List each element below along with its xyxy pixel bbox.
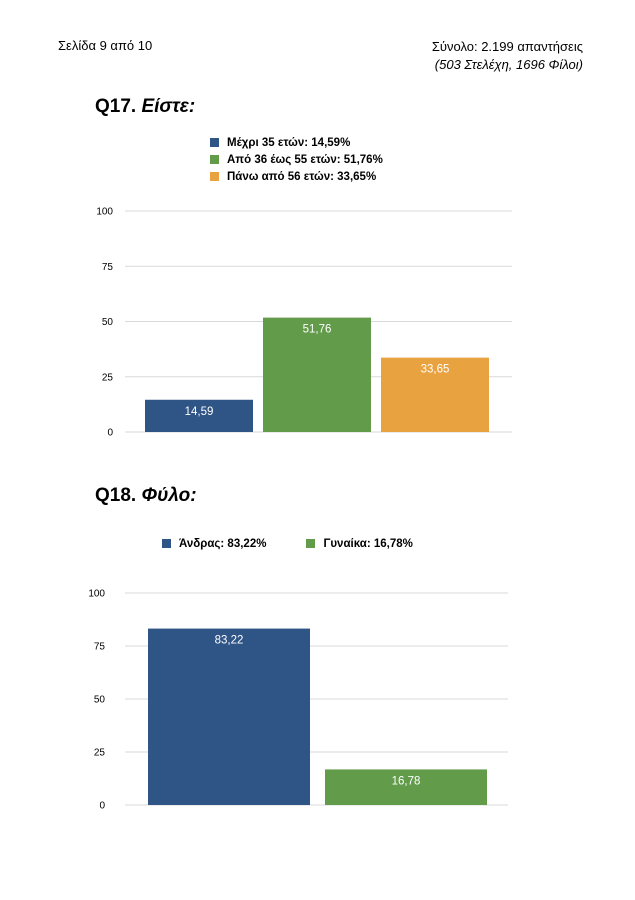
bar-value-label: 14,59 <box>185 406 214 418</box>
q18-legend: Άνδρας: 83,22% Γυναίκα: 16,78% <box>162 535 453 552</box>
y-tick-label: 50 <box>94 695 106 706</box>
legend-swatch <box>210 172 219 181</box>
y-tick-label: 75 <box>102 262 114 273</box>
response-totals: Σύνολο: 2.199 απαντήσεις (503 Στελέχη, 1… <box>432 38 583 74</box>
q17-title: Q17. Είστε: <box>95 96 195 118</box>
q17-legend: Μέχρι 35 ετών: 14,59% Από 36 έως 55 ετών… <box>210 134 383 185</box>
y-tick-label: 0 <box>99 801 105 812</box>
q18-title: Q18. Φύλο: <box>95 485 197 507</box>
q18-legend-item: Άνδρας: 83,22% <box>162 535 266 552</box>
q17-question: Είστε: <box>141 96 196 117</box>
legend-label: Από 36 έως 55 ετών: 51,76% <box>227 153 383 166</box>
q18-bar-chart: 0 25 50 75 100 83,22 16,78 <box>88 589 508 812</box>
legend-swatch <box>210 155 219 164</box>
y-tick-label: 75 <box>94 642 106 653</box>
bar <box>325 769 487 805</box>
q17-legend-item: Μέχρι 35 ετών: 14,59% <box>210 134 383 151</box>
q18-question: Φύλο: <box>141 485 197 506</box>
y-tick-label: 0 <box>107 428 113 439</box>
legend-label: Γυναίκα: 16,78% <box>323 537 413 550</box>
bar <box>263 317 371 432</box>
y-tick-label: 25 <box>102 372 114 383</box>
responses-breakdown: (503 Στελέχη, 1696 Φίλοι) <box>434 57 583 72</box>
y-tick-label: 100 <box>88 589 105 600</box>
q17-bar-chart: 0 25 50 75 100 14,59 51,76 33,65 <box>96 207 512 439</box>
bar <box>381 357 489 432</box>
bar-value-label: 83,22 <box>215 635 244 647</box>
y-tick-label: 50 <box>102 317 114 328</box>
bar-value-label: 16,78 <box>392 775 421 787</box>
legend-label: Μέχρι 35 ετών: 14,59% <box>227 136 351 149</box>
q18-number: Q18. <box>95 485 137 506</box>
legend-swatch <box>162 539 171 548</box>
q17-number: Q17. <box>95 96 137 117</box>
bar <box>148 628 310 805</box>
bar <box>145 399 253 432</box>
bar-value-label: 33,65 <box>421 364 450 376</box>
legend-label: Άνδρας: 83,22% <box>179 537 267 550</box>
legend-swatch <box>306 539 316 548</box>
q17-legend-item: Από 36 έως 55 ετών: 51,76% <box>210 151 383 168</box>
q18-legend-item: Γυναίκα: 16,78% <box>306 535 413 552</box>
bar-value-label: 51,76 <box>303 324 332 336</box>
legend-swatch <box>210 138 219 147</box>
q17-legend-item: Πάνω από 56 ετών: 33,65% <box>210 168 383 185</box>
page-number: Σελίδα 9 από 10 <box>58 38 153 53</box>
legend-label: Πάνω από 56 ετών: 33,65% <box>227 170 377 183</box>
y-tick-label: 100 <box>96 207 113 218</box>
y-tick-label: 25 <box>94 748 106 759</box>
total-responses: Σύνολο: 2.199 απαντήσεις <box>431 39 583 54</box>
